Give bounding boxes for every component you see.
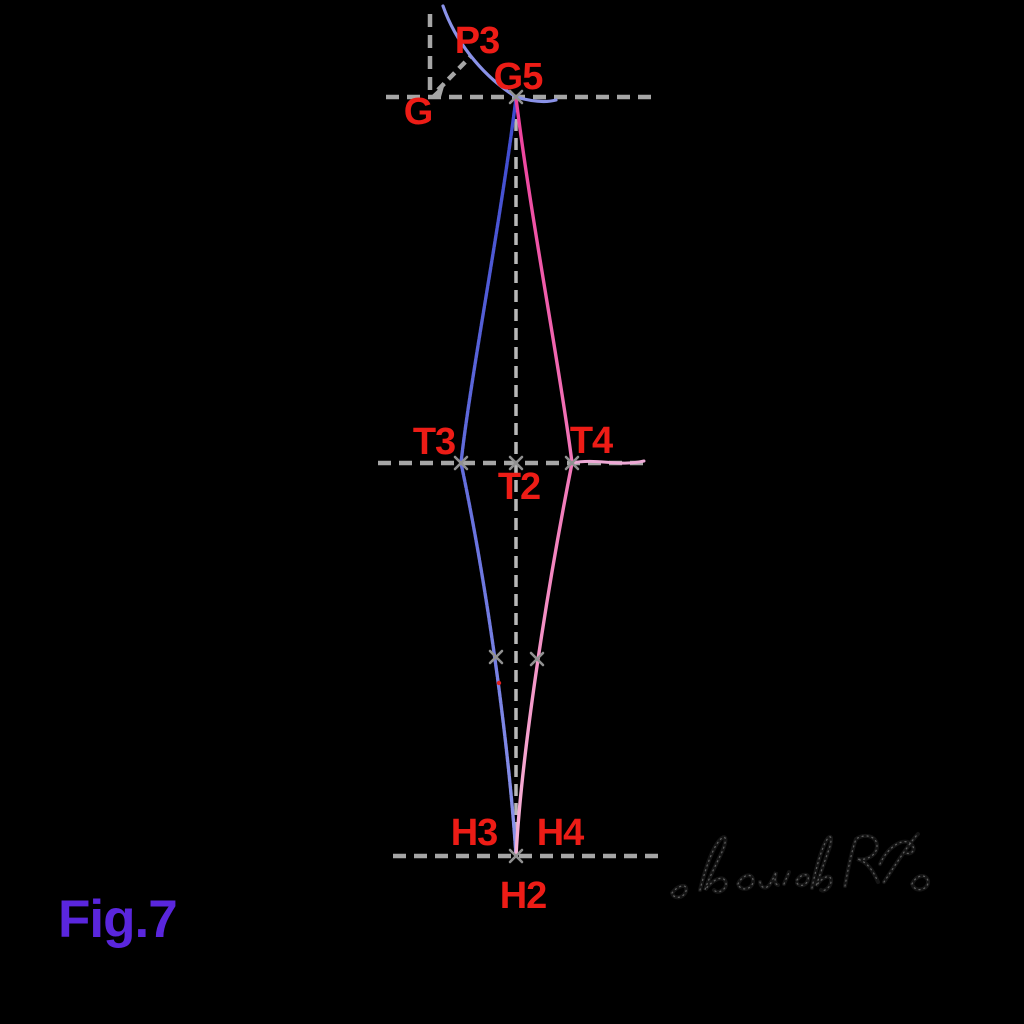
pink-tail-curve — [570, 459, 646, 465]
label-G: G — [403, 91, 434, 133]
point-markers — [453, 89, 580, 864]
label-T4: T4 — [569, 420, 613, 462]
label-T2: T2 — [497, 466, 541, 508]
marker-G5 — [508, 89, 524, 105]
label-G5: G5 — [493, 56, 544, 98]
label-H3: H3 — [450, 812, 499, 854]
marker-H2 — [508, 848, 524, 864]
signature-scribble — [670, 832, 931, 900]
marker-left-seam-point — [488, 649, 504, 665]
red-dot — [496, 680, 502, 686]
marker-T3 — [453, 455, 469, 471]
label-H4: H4 — [536, 812, 585, 854]
diagonal-arrowhead — [431, 83, 445, 97]
label-P3: P3 — [454, 20, 500, 62]
label-T3: T3 — [412, 421, 456, 463]
diagonal-dashed-line — [436, 54, 473, 92]
label-H2: H2 — [499, 875, 548, 917]
marker-T4 — [564, 455, 580, 471]
figure-caption: Fig.7 — [58, 890, 178, 949]
marker-right-seam-point — [529, 651, 545, 667]
marker-T2 — [508, 455, 524, 471]
